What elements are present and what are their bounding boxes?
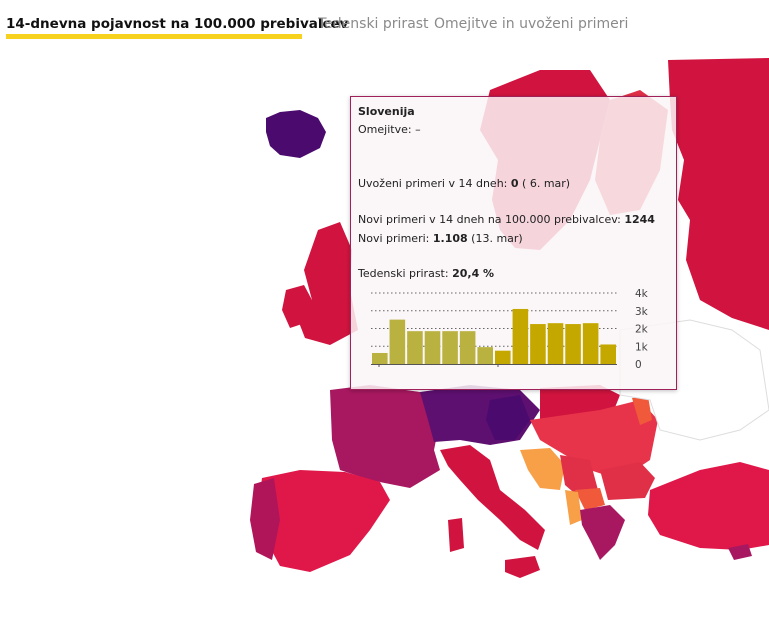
tab-incidence[interactable]: 14-dnevna pojavnost na 100.000 prebivalc… xyxy=(6,16,349,32)
chart-bar xyxy=(424,331,441,364)
region-iceland[interactable] xyxy=(266,110,326,158)
region-cyprus[interactable] xyxy=(728,544,752,560)
region-albania[interactable] xyxy=(565,490,582,525)
chart-bar xyxy=(459,331,476,364)
chart-bar xyxy=(600,344,616,364)
country-tooltip: Slovenija Omejitve: – Uvoženi primeri v … xyxy=(350,96,677,390)
new14-value: 1244 xyxy=(624,213,655,226)
chart-bar xyxy=(495,350,511,364)
region-croatia-bosnia[interactable] xyxy=(520,448,565,490)
chart-bar xyxy=(512,308,529,364)
growth-value: 20,4 % xyxy=(452,267,495,280)
imported-label: Uvoženi primeri v 14 dneh: xyxy=(358,177,508,190)
new-cases-date: (13. mar) xyxy=(471,232,523,245)
growth-label: Tedenski prirast: xyxy=(358,267,449,280)
y-tick-label: 0 xyxy=(635,359,642,371)
region-portugal[interactable] xyxy=(250,478,280,560)
region-france[interactable] xyxy=(330,385,440,488)
region-sardinia[interactable] xyxy=(448,518,464,552)
tab-weekly-growth[interactable]: Tedenski prirast xyxy=(318,16,429,32)
tab-restrictions[interactable]: Omejitve in uvoženi primeri xyxy=(434,16,629,32)
region-greece[interactable] xyxy=(580,505,625,560)
region-sicily[interactable] xyxy=(505,556,540,578)
y-tick-label: 4k xyxy=(635,288,649,300)
chart-bar xyxy=(477,347,493,364)
new-cases-label: Novi primeri: xyxy=(358,232,430,245)
chart-bar xyxy=(547,323,564,364)
region-bulgaria[interactable] xyxy=(600,462,655,500)
chart-bar xyxy=(565,324,581,364)
y-tick-label: 3k xyxy=(635,306,649,318)
chart-bar xyxy=(389,319,406,364)
chart-bar xyxy=(530,324,546,364)
tab-bar: 14-dnevna pojavnost na 100.000 prebivalc… xyxy=(0,0,769,50)
chart-bar xyxy=(582,323,599,364)
region-ireland[interactable] xyxy=(282,285,312,328)
y-tick-label: 2k xyxy=(635,324,649,336)
region-russia[interactable] xyxy=(668,58,769,330)
chart-bar xyxy=(442,331,458,364)
new-cases-value: 1.108 xyxy=(432,232,468,245)
y-tick-label: 1k xyxy=(635,341,649,353)
region-serbia[interactable] xyxy=(560,455,598,498)
cases-bar-chart: 4k 3k 2k 1k 0 xyxy=(371,288,649,371)
active-tab-underline xyxy=(6,34,302,39)
tooltip-country: Slovenija xyxy=(358,105,415,118)
restrictions-value: – xyxy=(415,123,421,136)
new14-label: Novi primeri v 14 dneh na 100.000 prebiv… xyxy=(358,213,621,226)
region-hungary-romania[interactable] xyxy=(530,400,658,480)
region-moldova[interactable] xyxy=(632,396,652,425)
region-uk[interactable] xyxy=(298,222,358,345)
restrictions-label: Omejitve: xyxy=(358,123,412,136)
chart-bar xyxy=(372,352,388,364)
imported-date: ( 6. mar) xyxy=(522,177,571,190)
region-spain[interactable] xyxy=(258,470,390,572)
chart-bar xyxy=(407,331,423,364)
imported-value: 0 xyxy=(510,177,519,190)
region-turkey[interactable] xyxy=(648,462,769,550)
region-italy[interactable] xyxy=(440,445,545,550)
region-north-macedonia[interactable] xyxy=(575,488,605,510)
region-czechia[interactable] xyxy=(486,395,530,440)
